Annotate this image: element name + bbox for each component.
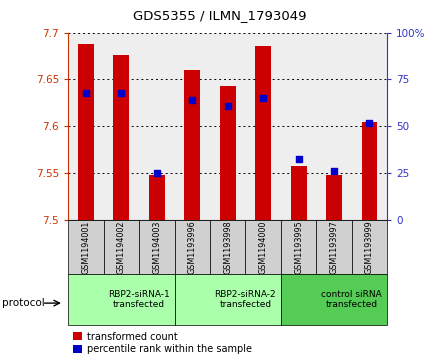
Point (260, 95, 267, 101)
Point (82, 90, 89, 96)
Bar (210, 220, 246, 274)
Bar (175, 220, 210, 274)
Bar (114, 55, 129, 220)
Text: GSM1193998: GSM1193998 (223, 220, 232, 274)
Text: RBP2-siRNA-1
transfected: RBP2-siRNA-1 transfected (108, 290, 170, 309)
Bar (255, 46, 271, 220)
Text: GSM1194003: GSM1194003 (152, 220, 161, 274)
Text: GSM1193997: GSM1193997 (330, 220, 338, 274)
Text: protocol: protocol (2, 298, 45, 308)
Bar (246, 220, 281, 274)
Point (224, 103, 231, 109)
Bar (352, 220, 387, 274)
Text: RBP2-siRNA-2
transfected: RBP2-siRNA-2 transfected (215, 290, 276, 309)
Bar (281, 274, 387, 325)
Bar (290, 166, 307, 220)
Bar (326, 175, 342, 220)
Bar (184, 70, 200, 220)
Legend: transformed count, percentile rank within the sample: transformed count, percentile rank withi… (73, 331, 252, 354)
Bar (139, 220, 175, 274)
Point (295, 156, 302, 162)
Text: GSM1194001: GSM1194001 (81, 220, 91, 274)
Bar (220, 86, 236, 220)
Bar (362, 122, 378, 220)
Bar (78, 44, 94, 220)
Text: GSM1193995: GSM1193995 (294, 220, 303, 274)
Bar (68, 274, 175, 325)
Bar (281, 220, 316, 274)
Bar (149, 175, 165, 220)
Text: GSM1193999: GSM1193999 (365, 220, 374, 274)
Point (153, 170, 160, 176)
Text: GDS5355 / ILMN_1793049: GDS5355 / ILMN_1793049 (133, 9, 307, 22)
Bar (175, 274, 281, 325)
Point (330, 168, 337, 174)
Text: GSM1193996: GSM1193996 (188, 220, 197, 274)
Point (118, 90, 125, 96)
Point (366, 121, 373, 126)
Text: GSM1194000: GSM1194000 (259, 220, 268, 274)
Text: control siRNA
transfected: control siRNA transfected (321, 290, 382, 309)
Bar (316, 220, 352, 274)
Point (189, 97, 196, 103)
Text: GSM1194002: GSM1194002 (117, 220, 126, 274)
Bar (104, 220, 139, 274)
Bar (68, 220, 104, 274)
